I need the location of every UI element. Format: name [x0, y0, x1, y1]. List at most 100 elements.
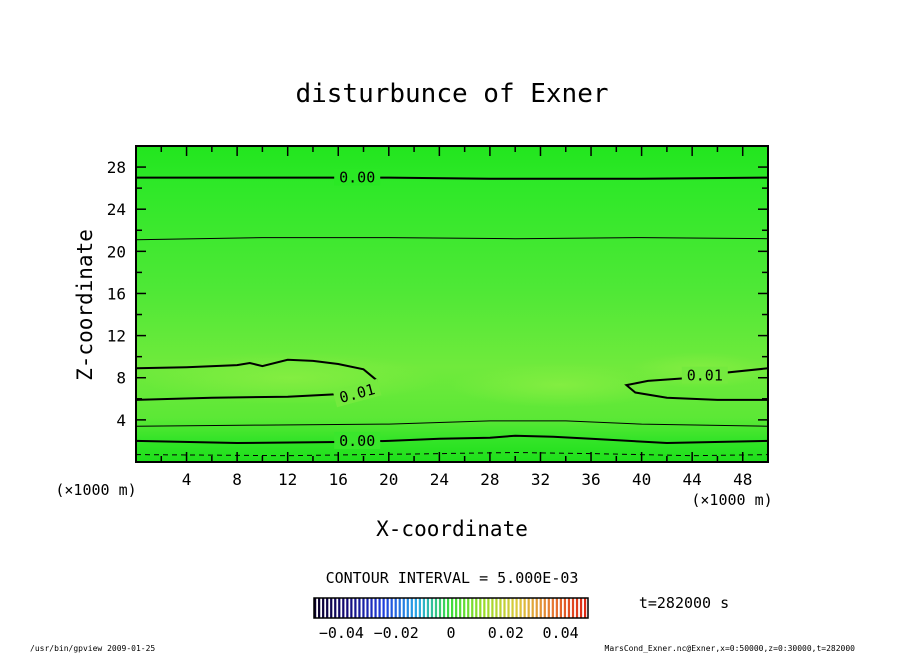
- colorbar-segment: [354, 598, 357, 618]
- colorbar-segment: [314, 598, 317, 618]
- colorbar-segment: [459, 598, 462, 618]
- colorbar-segment: [547, 598, 550, 618]
- contour-line-3: [136, 358, 379, 401]
- y-axis-ticks: 4 8 12 16 20 24 28: [107, 158, 768, 442]
- colorbar-segment: [402, 598, 405, 618]
- x-tick-label: 20: [379, 470, 398, 489]
- colorbar-segment: [523, 598, 526, 618]
- colorbar-segment: [322, 598, 325, 618]
- contour-line-2: [136, 237, 768, 241]
- colorbar-segment: [394, 598, 397, 618]
- colorbar-segment: [414, 598, 417, 618]
- contour-interval-text: CONTOUR INTERVAL = 5.000E-03: [326, 569, 579, 587]
- colorbar-segment: [438, 598, 442, 618]
- colorbar-segment: [567, 598, 571, 618]
- contour-label-text: 0.00: [339, 169, 375, 187]
- plot-frame: [135, 145, 769, 463]
- contour-label-1: 0.00: [334, 168, 381, 187]
- x-axis-ticks: 4 8 12 16 20 24 28 32 36 40 44 48: [160, 146, 752, 489]
- colorbar-segment: [499, 598, 502, 618]
- contour-label-text: 0.01: [687, 367, 723, 385]
- colorbar-tick-label: 0.04: [543, 624, 579, 642]
- contour-label-text: 0.00: [339, 432, 375, 450]
- y-tick-label: 24: [107, 200, 126, 219]
- colorbar: [314, 598, 587, 618]
- colorbar-segment: [358, 598, 361, 618]
- colorbar-tick-label: −0.02: [374, 624, 419, 642]
- colorbar-segment: [535, 598, 538, 618]
- x-tick-label: 48: [733, 470, 752, 489]
- colorbar-segment: [362, 598, 365, 618]
- colorbar-segment: [398, 598, 401, 618]
- colorbar-segment: [467, 598, 470, 618]
- colorbar-segment: [334, 598, 337, 618]
- colorbar-segment: [491, 598, 494, 618]
- x-tick-label: 8: [232, 470, 242, 489]
- x-tick-label: 44: [683, 470, 702, 489]
- colorbar-segment: [507, 598, 510, 618]
- x-axis-unit-right: (×1000 m): [691, 491, 772, 509]
- colorbar-segment: [539, 598, 542, 618]
- colorbar-frame: [313, 597, 589, 619]
- x-axis-unit-left: (×1000 m): [55, 481, 136, 499]
- colorbar-segment: [475, 598, 478, 618]
- y-tick-label: 8: [116, 369, 126, 388]
- colorbar-segment: [487, 598, 490, 618]
- colorbar-segment: [455, 598, 458, 618]
- contour-label-4: 0.00: [334, 431, 381, 450]
- colorbar-segment: [386, 598, 389, 618]
- x-tick-label: 12: [278, 470, 297, 489]
- x-tick-label: 36: [581, 470, 600, 489]
- colorbar-segment: [374, 598, 377, 618]
- colorbar-segment: [338, 598, 341, 618]
- colorbar-segment: [330, 598, 333, 618]
- colorbar-segment: [451, 598, 454, 618]
- colorbar-segment: [410, 598, 413, 618]
- chart-title: disturbunce of Exner: [295, 79, 608, 109]
- colorbar-tick-labels: −0.04 −0.02 0 0.02 0.04: [319, 624, 579, 642]
- colorbar-segment: [563, 598, 567, 618]
- y-tick-label: 4: [116, 411, 126, 430]
- colorbar-segment: [531, 598, 534, 618]
- contour-labels: 0.00 0.01 0.01 0.00: [332, 168, 728, 450]
- contour-label-3: 0.01: [681, 366, 728, 385]
- contour-line-1: [136, 176, 768, 180]
- colorbar-segment: [559, 598, 563, 618]
- colorbar-segment: [551, 598, 554, 618]
- x-tick-label: 4: [182, 470, 192, 489]
- contour-label-bg: [332, 378, 382, 408]
- y-tick-label: 16: [107, 284, 126, 303]
- field-highlight-center: [450, 363, 670, 407]
- colorbar-segment: [426, 598, 430, 618]
- colorbar-segment: [434, 598, 438, 618]
- colorbar-segment: [555, 598, 558, 618]
- colorbar-segment: [471, 598, 474, 618]
- colorbar-segment: [571, 598, 575, 618]
- colorbar-segment: [418, 598, 421, 618]
- contour-line-6: [136, 420, 768, 427]
- contour-label-bg: [334, 431, 381, 449]
- time-label: t=282000 s: [639, 594, 729, 612]
- colorbar-segment: [583, 598, 587, 618]
- y-tick-label: 28: [107, 158, 126, 177]
- x-tick-label: 28: [480, 470, 499, 489]
- colorbar-segment: [422, 598, 426, 618]
- colorbar-segment: [370, 598, 373, 618]
- colorbar-segment: [350, 598, 353, 618]
- contour-line-5: [136, 434, 768, 445]
- colorbar-segment: [483, 598, 486, 618]
- contour-label-bg: [334, 168, 381, 186]
- contour-line-7: [136, 451, 768, 457]
- colorbar-tick-label: −0.04: [319, 624, 364, 642]
- colorbar-segment: [503, 598, 506, 618]
- colorbar-segment: [511, 598, 514, 618]
- x-tick-label: 32: [531, 470, 550, 489]
- colorbar-tick-label: 0: [446, 624, 455, 642]
- y-axis-label: Z-coordinate: [73, 229, 97, 381]
- colorbar-segment: [430, 598, 434, 618]
- colorbar-segment: [575, 598, 579, 618]
- colorbar-segment: [543, 598, 546, 618]
- colorbar-segment: [346, 598, 349, 618]
- x-axis-label: X-coordinate: [376, 517, 528, 541]
